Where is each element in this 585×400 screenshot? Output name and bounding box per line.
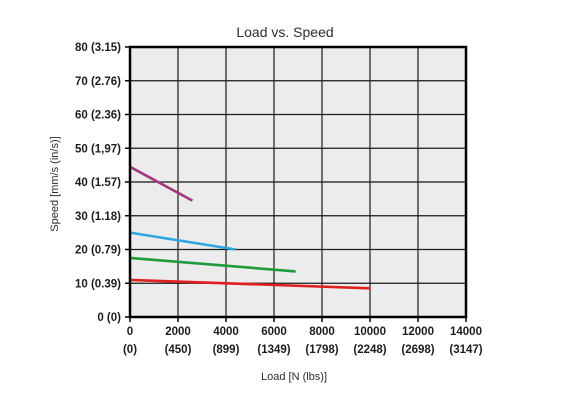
x-tick-label: 0: [127, 326, 133, 338]
x-tick-label: 2000: [165, 326, 191, 338]
y-tick-label: 60 (2.36): [75, 110, 121, 122]
x-tick-label: 10000: [354, 326, 386, 338]
y-tick-label: 40 (1.57): [75, 177, 121, 189]
chart-title: Load vs. Speed: [236, 24, 333, 40]
series-line-2: [129, 231, 236, 251]
x-tick-label: 6000: [261, 326, 287, 338]
x-tick-sublabel: (3147): [449, 344, 482, 356]
series-line-4: [129, 278, 371, 290]
y-axis-label: Speed [mm/s (in/s)]: [49, 136, 61, 231]
y-tick-label: 20 (0.79): [75, 245, 121, 257]
x-tick-label: 4000: [213, 326, 239, 338]
x-tick-sublabel: (1349): [257, 344, 290, 356]
y-tick-label: 70 (2.76): [75, 76, 121, 88]
x-tick-sublabel: (0): [123, 344, 137, 356]
x-axis-label: Load [N (lbs)]: [261, 371, 327, 383]
x-tick-label: 12000: [402, 326, 434, 338]
y-tick-label: 10 (0.39): [75, 278, 121, 290]
x-tick-sublabel: (2698): [401, 344, 434, 356]
x-tick-sublabel: (1798): [305, 344, 338, 356]
x-tick-sublabel: (899): [213, 344, 240, 356]
x-tick-sublabel: (450): [165, 344, 192, 356]
x-tick-label: 14000: [450, 326, 482, 338]
x-tick-label: 8000: [309, 326, 335, 338]
y-tick-label: 50 (1,97): [75, 143, 121, 155]
y-tick-label: 80 (3.15): [75, 42, 121, 54]
plot-area: 0 (0) 10 (0.39) 20 (0.79) 30 (1.18) 40 (1.57…: [75, 42, 483, 356]
y-tick-label: 0 (0): [97, 312, 121, 324]
series-line-3: [129, 256, 296, 273]
x-tick-sublabel: (2248): [353, 344, 386, 356]
y-tick-label: 30 (1.18): [75, 211, 121, 223]
series-line-1: [129, 165, 194, 202]
